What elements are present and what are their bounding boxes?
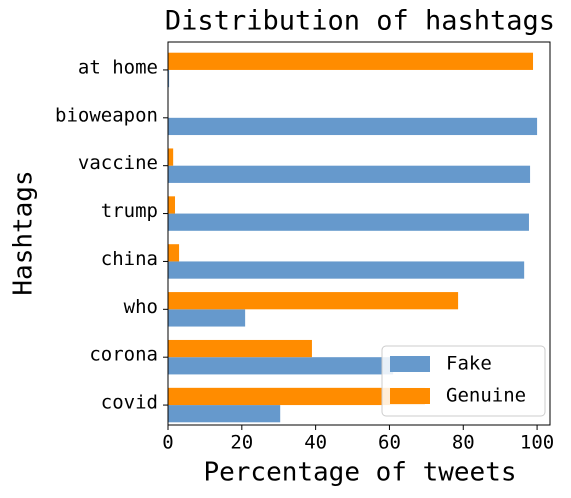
x-tick-label: 0 [162,432,173,454]
bar [168,292,459,310]
x-tick-label: 20 [230,432,253,454]
x-axis-label: Percentage of tweets [203,458,516,488]
bar [168,244,180,262]
y-tick-label: china [101,248,158,270]
bar [168,148,174,166]
legend-label: Genuine [446,385,526,407]
bar [168,52,534,70]
legend: Fake Genuine [381,345,546,417]
x-tick-label: 60 [378,432,401,454]
bar [168,339,312,358]
bar [168,69,170,88]
bar [168,357,394,375]
y-tick-label: trump [101,200,158,222]
x-tick-label: 40 [304,432,327,454]
legend-swatch [390,388,430,404]
y-tick-label: bioweapon [55,104,158,126]
bar [168,165,531,183]
bar [168,261,525,279]
y-tick-label: vaccine [78,152,158,174]
bar [168,196,176,214]
plot-frame [167,41,551,426]
legend-swatch [390,356,430,372]
y-tick-label: at home [78,56,158,78]
chart-title: Distribution of hashtags [165,6,555,37]
bar [168,117,538,136]
x-tick-label: 100 [520,432,554,454]
y-tick-label: corona [89,344,158,366]
y-axis-label: Hashtags [9,170,39,295]
bar [168,213,529,231]
bar [168,387,425,406]
bar [168,405,281,423]
y-tick-label: who [124,296,158,318]
legend-label: Fake [446,353,492,375]
bar [168,309,246,327]
y-tick-label: covid [101,392,158,414]
x-tick-label: 80 [452,432,475,454]
